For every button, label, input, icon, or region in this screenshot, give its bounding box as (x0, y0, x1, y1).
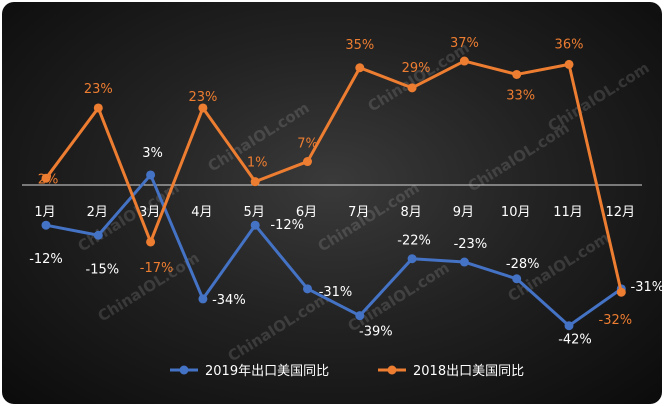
data-label-2019: -12% (270, 218, 304, 233)
data-point (198, 294, 208, 304)
data-point (407, 83, 417, 93)
data-point (564, 59, 574, 69)
data-point (355, 311, 365, 321)
data-label-2018: 23% (84, 82, 113, 97)
data-point (355, 63, 365, 73)
data-label-2018: 29% (402, 61, 431, 76)
x-tick-label: 1月 (34, 205, 55, 220)
data-point (41, 220, 51, 230)
legend-label: 2018出口美国同比 (413, 364, 524, 379)
x-tick-label: 11月 (553, 205, 583, 220)
data-label-2018: 37% (450, 36, 479, 51)
x-tick-label: 9月 (453, 205, 474, 220)
x-tick-label: 10月 (501, 205, 531, 220)
data-point (459, 257, 469, 267)
data-point (250, 220, 260, 230)
data-label-2018: 7% (297, 137, 318, 152)
x-tick-label: 8月 (400, 205, 421, 220)
data-point (93, 230, 103, 240)
x-tick-label: 7月 (348, 205, 369, 220)
series-line-2019 (45, 173, 623, 328)
legend: 2019年出口美国同比 2018出口美国同比 (170, 364, 524, 379)
data-point (93, 103, 103, 113)
data-label-2019: -28% (506, 257, 540, 272)
x-tick-label: 6月 (296, 205, 317, 220)
data-label-2019: -12% (29, 252, 63, 267)
data-label-2019: -34% (212, 293, 246, 308)
data-label-2018: 36% (555, 37, 584, 52)
data-label-2019: -31% (631, 280, 662, 295)
data-label-2018: 23% (188, 90, 217, 105)
data-point (146, 237, 156, 247)
x-tick-label: 5月 (244, 205, 265, 220)
data-point (198, 103, 208, 113)
data-label-2019: -15% (86, 262, 120, 277)
data-point (459, 56, 469, 66)
x-tick-label: 3月 (139, 205, 160, 220)
legend-marker (179, 365, 189, 375)
x-tick-label: 4月 (191, 205, 212, 220)
data-point (303, 284, 312, 294)
data-point (407, 254, 417, 264)
data-label-2019: -42% (558, 333, 592, 348)
data-label-2019: -22% (397, 234, 431, 249)
data-label-2018: -17% (140, 261, 174, 276)
series-line-2018 (44, 59, 623, 293)
watermark-text: ChinaIOL.com (545, 59, 653, 136)
data-label-2019: 3% (142, 146, 163, 161)
data-label-2018: 2% (38, 172, 59, 187)
data-point (250, 177, 260, 187)
data-label-2018: -32% (599, 313, 633, 328)
data-point (303, 157, 312, 167)
data-point (146, 170, 156, 180)
data-label-2019: -23% (454, 237, 488, 252)
data-label-2018: 35% (345, 38, 374, 53)
legend-marker (387, 365, 397, 375)
data-point (512, 69, 522, 79)
data-label-2019: -31% (319, 285, 353, 300)
data-point (512, 274, 522, 284)
data-point (41, 173, 51, 183)
data-label-2018: 1% (247, 156, 268, 171)
data-point (616, 287, 626, 297)
data-label-2018: 33% (506, 88, 535, 103)
data-label-2019: -39% (359, 325, 393, 340)
x-tick-label: 2月 (87, 205, 108, 220)
legend-label: 2019年出口美国同比 (205, 364, 329, 379)
data-point (564, 321, 574, 331)
x-tick-label: 12月 (606, 205, 636, 220)
